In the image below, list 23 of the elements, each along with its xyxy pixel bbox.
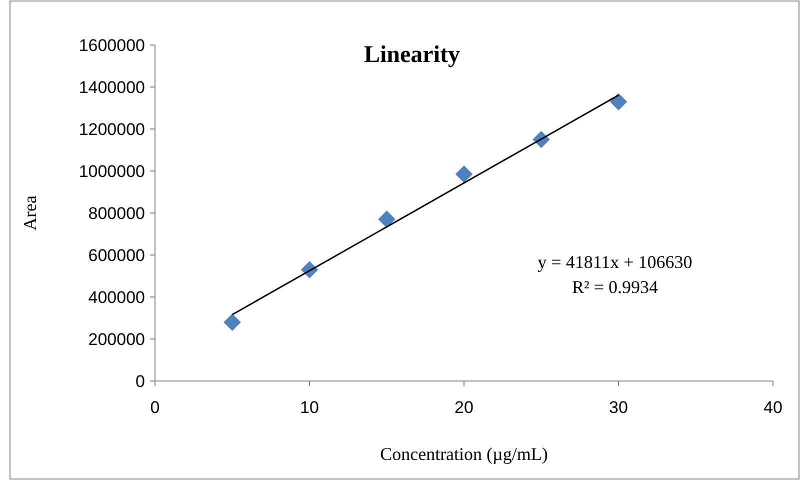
- x-tick-label: 30: [609, 398, 628, 417]
- y-tick-label: 800000: [88, 204, 145, 223]
- x-tick-label: 40: [764, 398, 782, 417]
- y-tick-label: 1400000: [78, 78, 145, 97]
- y-tick-label: 1200000: [78, 120, 145, 139]
- x-tick-label: 20: [454, 398, 474, 417]
- y-tick-label: 1600000: [78, 36, 145, 55]
- y-tick-label: 0: [136, 372, 145, 391]
- y-axis-title: Area: [20, 196, 40, 230]
- point: [610, 93, 628, 110]
- x-tick-label: 0: [150, 398, 160, 417]
- point: [455, 166, 473, 183]
- annotation: R² = 0.9934: [572, 277, 658, 297]
- point: [378, 210, 396, 228]
- chart-title: Linearity: [364, 42, 460, 68]
- annotation: y = 41811x + 106630: [538, 252, 692, 272]
- y-tick-label: 200000: [88, 330, 145, 349]
- y-tick-label: 1000000: [78, 162, 145, 181]
- x-tick-label: 10: [300, 398, 319, 417]
- x-axis-title: Concentration (µg/mL): [380, 444, 548, 464]
- point: [224, 314, 241, 331]
- y-tick-label: 400000: [88, 288, 145, 307]
- y-tick-label: 600000: [88, 246, 145, 265]
